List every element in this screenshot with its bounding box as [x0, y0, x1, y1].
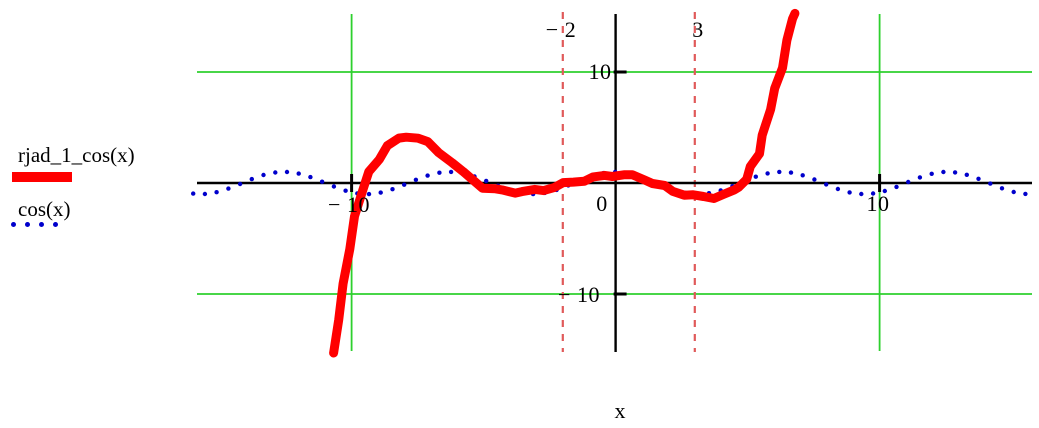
cos-dot — [847, 190, 852, 195]
cos-dot — [999, 186, 1005, 191]
rjad-1-cos-curve — [329, 8, 800, 358]
cos-dot — [870, 191, 876, 196]
cos-dot — [976, 176, 981, 181]
legend-dot — [39, 222, 44, 227]
x-axis-title: x — [614, 398, 626, 423]
cos-dot — [859, 191, 864, 197]
vline-label-3: 3 — [692, 17, 704, 42]
cos-dot — [894, 184, 899, 190]
cos-dot — [226, 186, 231, 191]
cos-dot — [941, 169, 946, 175]
cos-dot — [284, 169, 290, 175]
cos-dot — [929, 171, 934, 176]
cos-dot — [448, 169, 454, 175]
y-tick-label-minus-10: − 10 — [558, 282, 600, 307]
cos-dot — [191, 191, 196, 196]
cos-dot — [765, 171, 770, 176]
cos-dot — [964, 172, 969, 177]
cos-dot — [753, 174, 758, 179]
cos-dot — [214, 190, 219, 195]
x-tick-label-0: 0 — [596, 191, 608, 216]
cos-dot — [343, 188, 348, 193]
cos-dot — [296, 171, 301, 176]
legend-label-series-1: rjad_1_cos(x) — [18, 143, 135, 167]
cos-dot — [484, 178, 489, 184]
cos-dot — [237, 181, 243, 187]
cos-dot — [1023, 191, 1028, 197]
y-tick-label-10: 10 — [588, 59, 612, 84]
cos-dot — [835, 186, 841, 192]
cos-dot — [308, 174, 313, 180]
cos-dot — [273, 170, 278, 175]
cos-dot — [249, 176, 254, 182]
cos-dot — [202, 191, 208, 197]
legend-dot — [11, 222, 16, 227]
x-tick-label-10: 10 — [866, 191, 890, 216]
cos-dot — [331, 184, 337, 189]
legend-swatch-blue-dots — [11, 222, 67, 227]
cos-dot — [882, 188, 887, 194]
cos-dot — [952, 170, 958, 175]
legend-dot — [25, 222, 30, 227]
cos-dot — [824, 182, 829, 187]
cos-dot — [413, 177, 419, 182]
cos-dot — [319, 179, 325, 184]
cos-dot — [777, 169, 782, 175]
cos-dot — [402, 182, 407, 187]
cos-dot — [261, 172, 266, 178]
legend-label-series-2: cos(x) — [18, 197, 71, 221]
cos-dot — [425, 173, 430, 178]
cos-dot — [437, 170, 442, 175]
cos-dot — [800, 173, 805, 178]
cos-dot — [906, 179, 911, 185]
cos-dot — [390, 187, 395, 192]
cos-dot — [788, 170, 794, 175]
legend-swatch-thick-red-line — [12, 172, 72, 182]
cos-dot — [378, 190, 383, 195]
x-tick-label-minus-10: − 10 — [328, 192, 370, 217]
cos-dot — [917, 175, 923, 180]
vline-label-minus-2: − 2 — [545, 17, 577, 42]
cos-dot — [1011, 189, 1016, 195]
cos-dot — [366, 191, 372, 197]
cos-dot — [812, 177, 817, 182]
legend-dot — [53, 222, 58, 227]
cos-dot — [988, 181, 993, 186]
